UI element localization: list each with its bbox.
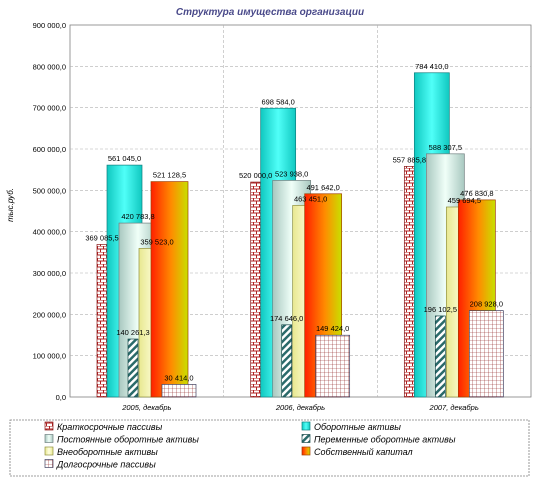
data-label-7-3: 208 928,0 bbox=[470, 300, 503, 309]
legend-label: Переменные оборотные активы bbox=[314, 435, 456, 445]
bar-4-3 bbox=[434, 315, 446, 398]
y-tick-label: 900 000,0 bbox=[33, 21, 66, 30]
bar-6-1 bbox=[150, 181, 189, 398]
y-tick-label: 400 000,0 bbox=[33, 228, 66, 237]
x-axis: 2005, декабрь 2006, декабрь 2007, декабрь bbox=[121, 403, 479, 412]
legend-label: Краткосрочные пассивы bbox=[57, 422, 163, 432]
data-label-1-1: 369 085,5 bbox=[85, 233, 118, 242]
legend-label: Долгосрочные пассивы bbox=[56, 460, 156, 470]
legend-swatch bbox=[44, 446, 54, 456]
data-label-7-2: 149 424,0 bbox=[316, 324, 349, 333]
data-label-7-1: 30 414,0 bbox=[164, 373, 193, 382]
bar-1-2 bbox=[250, 181, 262, 398]
y-tick-label: 500 000,0 bbox=[33, 186, 66, 195]
data-label-6-2: 491 642,0 bbox=[306, 183, 339, 192]
legend-swatch bbox=[44, 421, 54, 431]
legend-label: Собственный капитал bbox=[314, 447, 413, 457]
x-tick-label: 2005, декабрь bbox=[121, 403, 171, 412]
data-labels: 369 085,5 520 000,0 557 885,8 561 045,0 698 … bbox=[85, 62, 503, 383]
legend-label: Внеоборотные активы bbox=[57, 447, 158, 457]
data-label-3-1: 420 783,8 bbox=[121, 212, 154, 221]
legend-swatch bbox=[44, 459, 54, 468]
bar-7-3 bbox=[468, 310, 504, 398]
bar-1-3 bbox=[403, 166, 415, 398]
data-label-2-2: 698 584,0 bbox=[261, 97, 294, 106]
x-tick-label: 2006, декабрь bbox=[275, 403, 325, 412]
data-label-2-3: 784 410,0 bbox=[415, 62, 448, 71]
y-tick-label: 800 000,0 bbox=[33, 62, 66, 71]
data-label-4-3: 196 102,5 bbox=[424, 305, 457, 314]
y-tick-label: 200 000,0 bbox=[33, 310, 66, 319]
y-tick-label: 0,0 bbox=[56, 393, 66, 402]
x-tick-label: 2007, декабрь bbox=[429, 403, 479, 412]
data-label-5-3: 459 694,5 bbox=[448, 196, 481, 205]
bar-1-1 bbox=[96, 244, 108, 398]
data-label-4-2: 174 646,0 bbox=[270, 314, 303, 323]
data-label-3-2: 523 938,0 bbox=[275, 169, 308, 178]
y-axis-label: тыс.руб. bbox=[6, 188, 15, 222]
data-label-4-1: 140 261,3 bbox=[116, 328, 149, 337]
legend-swatch bbox=[301, 446, 311, 456]
data-label-1-2: 520 000,0 bbox=[239, 171, 272, 180]
legend-label: Постоянные оборотные активы bbox=[57, 435, 199, 445]
bar-7-2 bbox=[315, 334, 351, 398]
y-tick-label: 700 000,0 bbox=[33, 104, 66, 113]
legend-swatch bbox=[301, 421, 311, 431]
data-label-6-3: 476 830,8 bbox=[460, 189, 493, 198]
legend-box bbox=[9, 419, 530, 477]
bar-4-2 bbox=[281, 324, 293, 398]
y-tick-label: 600 000,0 bbox=[33, 145, 66, 154]
y-tick-label: 100 000,0 bbox=[33, 352, 66, 361]
legend-label: Оборотные активы bbox=[314, 422, 401, 432]
bars bbox=[96, 72, 504, 398]
legend: Краткосрочные пассивы Оборотные активы Пос… bbox=[44, 421, 456, 470]
data-label-2-1: 561 045,0 bbox=[108, 154, 141, 163]
legend-swatch bbox=[44, 434, 54, 443]
chart-title: Структура имущества организации bbox=[176, 7, 364, 18]
data-label-1-3: 557 885,8 bbox=[393, 155, 426, 164]
data-label-3-3: 588 307,5 bbox=[429, 143, 462, 152]
y-tick-label: 300 000,0 bbox=[33, 269, 66, 278]
data-label-5-1: 359 523,0 bbox=[140, 237, 173, 246]
y-axis: 0,0 100 000,0 200 000,0 300 000,0 400 000,0 5… bbox=[33, 21, 66, 402]
data-label-6-1: 521 128,5 bbox=[153, 171, 186, 180]
bar-7-1 bbox=[161, 384, 197, 398]
data-label-5-2: 463 451,0 bbox=[294, 194, 327, 203]
bar-4-1 bbox=[127, 338, 139, 398]
legend-swatch bbox=[301, 434, 311, 443]
